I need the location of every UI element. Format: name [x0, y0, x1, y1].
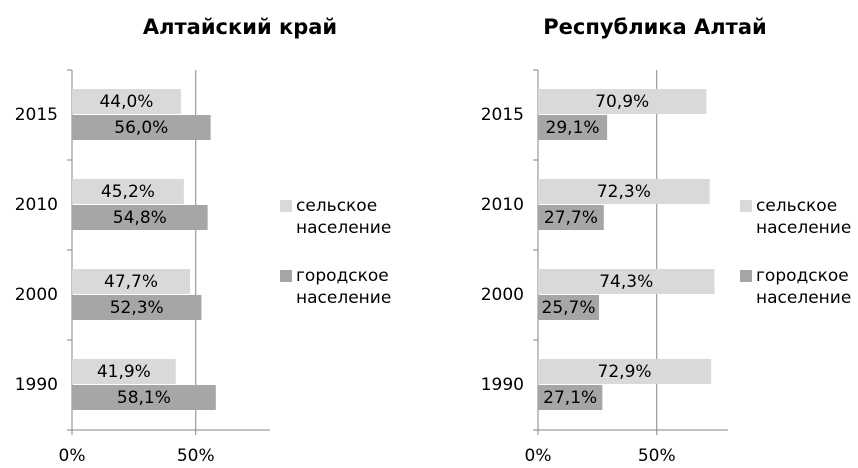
chart-title: Республика Алтай: [543, 15, 766, 39]
bar: [72, 115, 211, 140]
bar-label: 52,3%: [110, 298, 164, 318]
bar-label: 54,8%: [113, 208, 167, 228]
bar: [538, 179, 710, 204]
x-tick-label: 0%: [59, 446, 86, 466]
legend-label: сельское население: [756, 196, 852, 238]
bar-label: 56,0%: [114, 118, 168, 138]
bar: [538, 269, 715, 294]
legend-swatch: [740, 200, 752, 212]
bar-label: 25,7%: [542, 298, 596, 318]
bar: [538, 115, 608, 140]
bar: [72, 89, 181, 114]
bar-label: 58,1%: [117, 388, 171, 408]
bar-label: 45,2%: [101, 182, 155, 202]
y-tick-label: 2015: [15, 105, 58, 125]
bar: [72, 385, 216, 410]
bar-label: 29,1%: [546, 118, 600, 138]
bar: [538, 359, 712, 384]
y-tick-label: 2000: [481, 285, 524, 305]
y-tick-label: 2010: [481, 195, 524, 215]
bar: [72, 359, 176, 384]
chart-title: Алтайский край: [143, 15, 337, 39]
bar-label: 27,7%: [544, 208, 598, 228]
bar-label: 72,3%: [597, 182, 651, 202]
legend-swatch: [280, 200, 292, 212]
legend-label: городское население: [296, 266, 392, 308]
bar: [538, 385, 603, 410]
x-tick-label: 0%: [525, 446, 552, 466]
bar: [538, 295, 600, 320]
y-tick-label: 2010: [15, 195, 58, 215]
y-tick-label: 1990: [15, 375, 58, 395]
bar-label: 41,9%: [97, 362, 151, 382]
y-tick-label: 1990: [481, 375, 524, 395]
bar-label: 44,0%: [99, 92, 153, 112]
bar: [538, 89, 707, 114]
bar-label: 27,1%: [543, 388, 597, 408]
legend-swatch: [740, 270, 752, 282]
bar: [72, 179, 184, 204]
legend-swatch: [280, 270, 292, 282]
bar-label: 74,3%: [599, 272, 653, 292]
bar-label: 72,9%: [598, 362, 652, 382]
bar-label: 70,9%: [595, 92, 649, 112]
bar-label: 47,7%: [104, 272, 158, 292]
bar: [538, 205, 604, 230]
bar: [72, 269, 191, 294]
legend-label: сельское население: [296, 196, 392, 238]
y-tick-label: 2000: [15, 285, 58, 305]
bar: [72, 205, 208, 230]
x-tick-label: 50%: [177, 446, 215, 466]
bar: [72, 295, 202, 320]
y-tick-label: 2015: [481, 105, 524, 125]
x-tick-label: 50%: [638, 446, 676, 466]
legend-label: городское население: [756, 266, 852, 308]
